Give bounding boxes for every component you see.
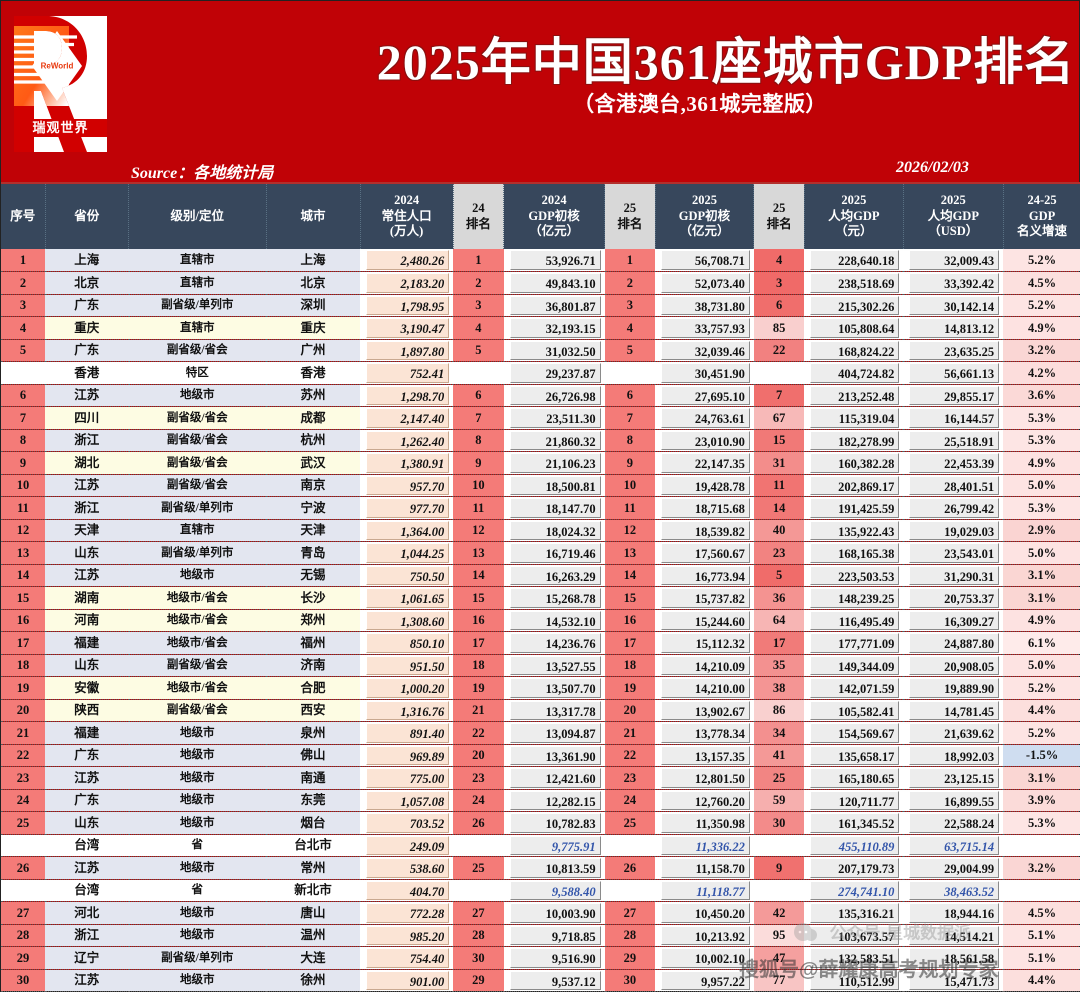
svg-text:ReWorld: ReWorld <box>41 62 74 71</box>
